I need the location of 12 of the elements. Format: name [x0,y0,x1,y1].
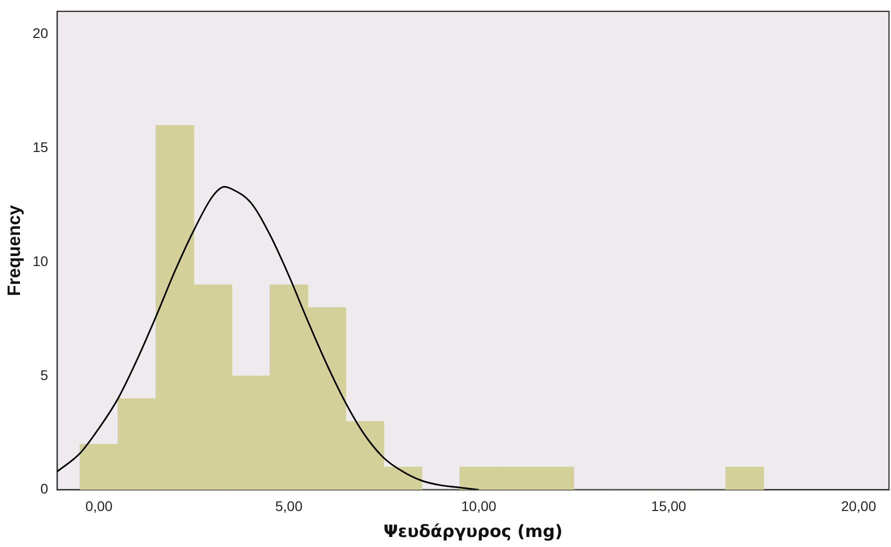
y-tick-label: 5 [40,366,48,383]
y-tick-label: 0 [40,480,48,497]
y-tick-label: 10 [32,252,48,269]
x-tick-label: 5,00 [275,498,303,514]
x-tick-label: 15,00 [651,498,686,514]
y-axis-title: Frequency [4,205,24,296]
y-tick-label: 20 [32,25,48,42]
y-tick-label: 15 [32,138,48,155]
x-axis-title: Ψευδάργυρος (mg) [383,522,563,542]
x-tick-label: 0,00 [85,498,113,514]
x-tick-label: 20,00 [841,498,876,514]
x-tick-label: 10,00 [461,498,497,514]
